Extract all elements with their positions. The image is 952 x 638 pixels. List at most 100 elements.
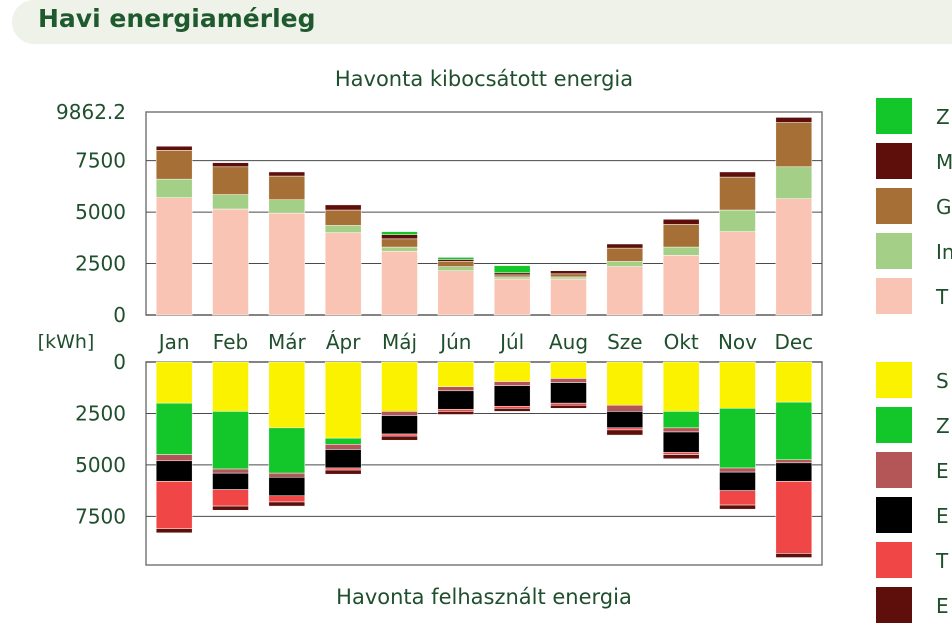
unit-label: [kWh]: [38, 331, 95, 353]
bottom-bar-segment: [381, 433, 418, 437]
bottom-bar-segment: [775, 459, 813, 464]
bottom-y-tick-label: 0: [113, 350, 126, 374]
top-bar-segment: [606, 243, 644, 249]
top-bar-segment: [775, 198, 813, 316]
month-label: Feb: [213, 330, 248, 354]
top-legend-label: M: [936, 150, 952, 174]
top-bar-segment: [324, 204, 362, 211]
month-label: Ápr: [326, 330, 361, 354]
bottom-legend-swatch: [876, 452, 912, 488]
top-bar-segment: [268, 212, 306, 316]
top-bar-segment: [550, 278, 587, 316]
top-bar-segment: [550, 270, 587, 275]
bottom-bar-segment: [775, 481, 813, 554]
bottom-bar-segment: [662, 452, 700, 455]
top-bar-segment: [155, 178, 193, 198]
top-legend-label: T: [935, 285, 949, 309]
top-y-tick-label: 9862.2: [56, 100, 126, 124]
bottom-bar-segment: [212, 468, 249, 474]
bottom-y-tick-label: 5000: [75, 453, 126, 477]
bottom-legend-swatch: [876, 542, 912, 578]
bottom-bar-segment: [493, 361, 531, 382]
bottom-bar-segment: [719, 467, 756, 473]
top-bar-segment: [381, 231, 418, 235]
month-label: Júl: [498, 330, 524, 354]
top-y-tick-label: 7500: [75, 149, 126, 173]
bottom-bar-segment: [719, 408, 756, 469]
section-header: Havi energiamérleg: [12, 0, 952, 44]
bottom-bar-segment: [155, 460, 193, 482]
bottom-bar-segment: [550, 361, 587, 379]
top-bar-segment: [493, 265, 531, 274]
month-label: Már: [268, 330, 307, 354]
bottom-legend-label: T: [935, 549, 949, 573]
top-y-tick-label: 2500: [75, 252, 126, 276]
bottom-chart-title: Havonta felhasznált energia: [336, 585, 632, 609]
bottom-bar-segment: [662, 431, 700, 453]
month-label: Okt: [664, 330, 699, 354]
bottom-legend-swatch: [876, 362, 912, 398]
bottom-bar-segment: [550, 378, 587, 383]
top-bar-segment: [212, 208, 249, 316]
bottom-bar-segment: [437, 361, 475, 387]
bottom-bar-segment: [606, 361, 644, 406]
bottom-bar-segment: [324, 467, 362, 471]
top-bar-segment: [381, 238, 418, 248]
bottom-bar-segment: [212, 411, 249, 470]
bottom-bar-segment: [268, 361, 306, 429]
bottom-bar-segment: [268, 501, 306, 507]
top-bar-segment: [493, 276, 531, 280]
bottom-bar-segment: [212, 505, 249, 511]
top-bar-segment: [719, 209, 756, 232]
bottom-bar-segment: [268, 472, 306, 478]
top-bar-segment: [437, 261, 475, 267]
bottom-bar-segment: [719, 490, 756, 506]
top-bar-segment: [550, 273, 587, 278]
bottom-bar-segment: [437, 411, 475, 415]
bottom-legend-swatch: [876, 587, 912, 623]
top-bar-segment: [155, 150, 193, 180]
top-bar-segment: [212, 166, 249, 195]
top-bar-segment: [324, 209, 362, 226]
bottom-bar-segment: [155, 402, 193, 455]
top-bar-segment: [437, 257, 475, 260]
bottom-bar-segment: [324, 449, 362, 469]
top-bar-segment: [381, 246, 418, 252]
bottom-y-tick-label: 2500: [75, 401, 126, 425]
top-legend-swatch: [876, 143, 912, 179]
bottom-bar-segment: [775, 553, 813, 558]
bottom-bar-segment: [606, 404, 644, 412]
top-legend-label: In: [936, 240, 952, 264]
top-legend-swatch: [876, 188, 912, 224]
bottom-legend-label: E: [936, 459, 949, 483]
bottom-bar-segment: [606, 411, 644, 429]
top-legend-label: Z: [936, 105, 950, 129]
top-legend-swatch: [876, 278, 912, 314]
top-bar-segment: [437, 259, 475, 262]
top-plot-area: [145, 111, 823, 316]
section-title: Havi energiamérleg: [38, 4, 316, 33]
top-bar-segment: [155, 145, 193, 151]
bottom-bar-segment: [155, 454, 193, 462]
top-bar-segment: [719, 231, 756, 316]
top-bar-segment: [381, 234, 418, 240]
month-label: Jan: [157, 330, 190, 354]
top-bar-segment: [155, 197, 193, 316]
bottom-bar-segment: [775, 462, 813, 482]
bottom-bar-segment: [324, 469, 362, 475]
bottom-plot-area: [145, 361, 823, 566]
bottom-bar-segment: [324, 437, 362, 445]
bottom-bar-segment: [775, 401, 813, 461]
top-bar-segment: [719, 171, 756, 178]
bottom-legend-label: Z: [936, 414, 950, 438]
top-bar-segment: [493, 274, 531, 278]
bottom-legend-label: S: [936, 369, 949, 393]
bottom-bar-segment: [437, 390, 475, 410]
bottom-bar-segment: [606, 429, 644, 436]
month-label: Aug: [549, 330, 588, 354]
top-bar-segment: [324, 232, 362, 316]
top-bar-segment: [662, 224, 700, 248]
bottom-bar-segment: [493, 385, 531, 407]
top-bar-segment: [662, 219, 700, 225]
top-legend-label: G: [936, 195, 952, 219]
